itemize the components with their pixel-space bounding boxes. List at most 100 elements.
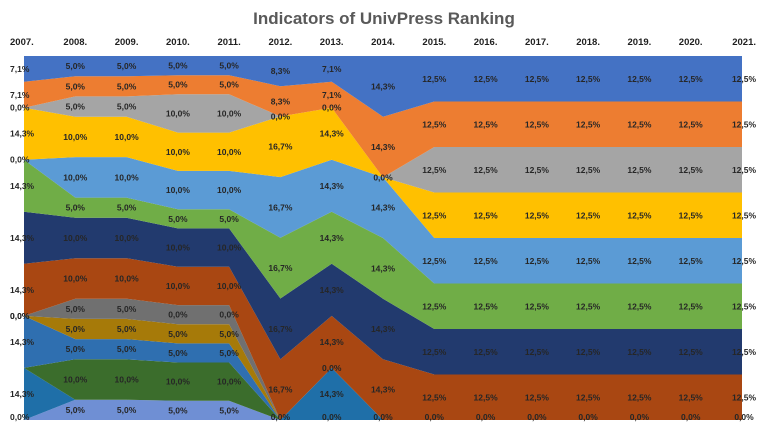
data-label: 0,0% — [10, 155, 30, 165]
data-label: 10,0% — [63, 233, 88, 243]
data-label: 10,0% — [166, 147, 191, 157]
data-label: 10,0% — [115, 375, 140, 385]
data-label: 12,5% — [732, 301, 757, 311]
data-label: 5,0% — [219, 61, 239, 71]
data-label: 5,0% — [168, 214, 188, 224]
data-label: 5,0% — [66, 304, 86, 314]
data-label: 14,3% — [371, 203, 396, 213]
data-label: 12,5% — [422, 165, 447, 175]
data-label: 12,5% — [525, 119, 550, 129]
data-label: 10,0% — [166, 109, 191, 119]
data-label: 12,5% — [422, 119, 447, 129]
data-label: 12,5% — [679, 74, 704, 84]
data-label: 14,3% — [320, 233, 345, 243]
data-label: 5,0% — [66, 203, 86, 213]
data-label: 12,5% — [525, 165, 550, 175]
data-label: 10,0% — [63, 132, 88, 142]
data-label: 5,0% — [117, 304, 137, 314]
data-label: 0,0% — [322, 363, 342, 373]
area-series-12 — [24, 94, 742, 193]
data-label: 0,0% — [10, 311, 30, 321]
data-label: 10,0% — [217, 281, 242, 291]
data-label: 12,5% — [474, 347, 499, 357]
data-label: 0,0% — [10, 103, 30, 113]
x-tick-label: 2015. — [422, 37, 446, 48]
data-label: 5,0% — [219, 80, 239, 90]
data-label: 14,3% — [10, 181, 35, 191]
data-label: 12,5% — [525, 301, 550, 311]
data-label: 12,5% — [576, 392, 601, 402]
data-label: 12,5% — [525, 347, 550, 357]
data-label: 10,0% — [217, 377, 242, 387]
area-series-11 — [24, 107, 742, 238]
data-label: 12,5% — [422, 74, 447, 84]
data-label: 0,0% — [734, 412, 754, 422]
x-tick-label: 2021. — [732, 37, 756, 48]
data-label: 0,0% — [271, 412, 291, 422]
data-label: 12,5% — [525, 210, 550, 220]
data-label: 12,5% — [627, 210, 652, 220]
data-label: 5,0% — [219, 405, 239, 415]
data-label: 12,5% — [576, 119, 601, 129]
data-label: 0,0% — [219, 310, 239, 320]
data-label: 12,5% — [679, 165, 704, 175]
data-label: 5,0% — [117, 61, 137, 71]
data-label: 14,3% — [371, 385, 396, 395]
data-label: 10,0% — [63, 273, 88, 283]
data-label: 12,5% — [679, 392, 704, 402]
data-label: 8,3% — [271, 96, 291, 106]
data-label: 0,0% — [578, 412, 598, 422]
data-label: 5,0% — [66, 61, 86, 71]
x-tick-label: 2016. — [474, 37, 498, 48]
area-series-5 — [24, 315, 742, 420]
chart-title: Indicators of UnivPress Ranking — [253, 9, 515, 28]
data-label: 5,0% — [117, 81, 137, 91]
data-label: 12,5% — [732, 74, 757, 84]
data-label: 10,0% — [217, 185, 242, 195]
data-label: 12,5% — [474, 256, 499, 266]
data-label: 0,0% — [322, 412, 342, 422]
data-label: 10,0% — [217, 147, 242, 157]
data-label: 5,0% — [117, 324, 137, 334]
data-label: 12,5% — [627, 74, 652, 84]
data-label: 12,5% — [525, 392, 550, 402]
data-label: 10,0% — [217, 243, 242, 253]
data-label: 10,0% — [115, 273, 140, 283]
data-label: 0,0% — [425, 412, 445, 422]
data-label: 5,0% — [66, 405, 86, 415]
data-label: 12,5% — [576, 301, 601, 311]
data-label: 5,0% — [117, 203, 137, 213]
data-label: 12,5% — [627, 301, 652, 311]
x-tick-label: 2009. — [115, 37, 139, 48]
data-label: 5,0% — [168, 80, 188, 90]
data-label: 5,0% — [117, 102, 137, 112]
x-axis-labels: 2007. 2008. 2009. 2010. 2011. 2012. 2013. 2014.… — [10, 37, 756, 48]
data-label: 14,3% — [320, 129, 345, 139]
data-label: 0,0% — [527, 412, 547, 422]
data-label: 0,0% — [373, 172, 393, 182]
data-label: 12,5% — [679, 347, 704, 357]
area-series-1 — [24, 399, 742, 420]
data-label: 0,0% — [10, 311, 30, 321]
data-label: 10,0% — [63, 172, 88, 182]
data-label: 12,5% — [422, 347, 447, 357]
data-label: 5,0% — [219, 348, 239, 358]
data-label: 0,0% — [681, 412, 701, 422]
area-series-6 — [24, 298, 742, 420]
data-label: 12,5% — [679, 119, 704, 129]
data-label: 12,5% — [679, 301, 704, 311]
data-label: 7,1% — [10, 64, 30, 74]
x-tick-label: 2018. — [576, 37, 600, 48]
data-label: 14,3% — [10, 389, 35, 399]
data-label: 12,5% — [732, 392, 757, 402]
data-label: 16,7% — [268, 263, 293, 273]
area-series-13 — [24, 75, 742, 178]
data-label: 12,5% — [679, 256, 704, 266]
data-label: 16,7% — [268, 324, 293, 334]
data-label: 5,0% — [117, 405, 137, 415]
data-label: 5,0% — [117, 344, 137, 354]
area-series-group — [24, 56, 742, 420]
data-label: 12,5% — [732, 165, 757, 175]
data-label: 14,3% — [10, 233, 35, 243]
data-label: 14,3% — [10, 337, 35, 347]
